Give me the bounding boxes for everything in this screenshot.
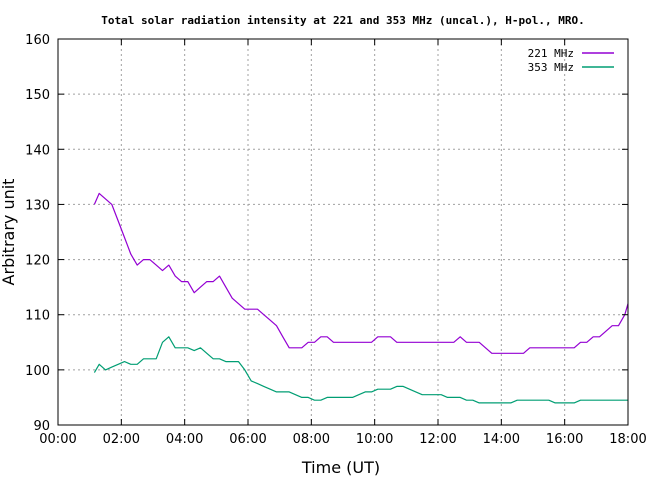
- x-tick-label: 16:00: [546, 432, 583, 447]
- legend-label: 221 MHz: [528, 47, 574, 60]
- series-line-0: [93, 192, 629, 354]
- series-line-1: [93, 336, 628, 404]
- series-lines: [93, 192, 629, 404]
- x-axis-label: Time (UT): [301, 458, 380, 477]
- chart-title: Total solar radiation intensity at 221 a…: [101, 14, 584, 27]
- x-tick-label: 04:00: [166, 432, 203, 447]
- legend-label: 353 MHz: [528, 61, 574, 74]
- y-tick-label: 120: [25, 254, 50, 269]
- y-tick-label: 110: [25, 309, 50, 324]
- y-tick-label: 90: [33, 419, 50, 434]
- plot-frame: [57, 38, 629, 426]
- y-tick-label: 150: [25, 88, 50, 103]
- grid: [58, 39, 628, 425]
- x-tick-label: 14:00: [483, 432, 520, 447]
- x-tick-label: 12:00: [419, 432, 456, 447]
- y-tick-label: 130: [25, 198, 50, 213]
- x-tick-label: 06:00: [229, 432, 266, 447]
- x-tick-label: 02:00: [103, 432, 140, 447]
- x-tick-label: 18:00: [609, 432, 646, 447]
- x-tick-label: 08:00: [293, 432, 330, 447]
- x-tick-label: 00:00: [39, 432, 76, 447]
- y-tick-label: 140: [25, 143, 50, 158]
- axis-ticks: 90 100 110 120 130 140 150 160 00:00 02:00 04:00 06…: [25, 33, 647, 447]
- x-tick-label: 10:00: [356, 432, 393, 447]
- y-axis-label: Arbitrary unit: [0, 179, 18, 286]
- y-tick-label: 100: [25, 364, 50, 379]
- y-tick-label: 160: [25, 33, 50, 48]
